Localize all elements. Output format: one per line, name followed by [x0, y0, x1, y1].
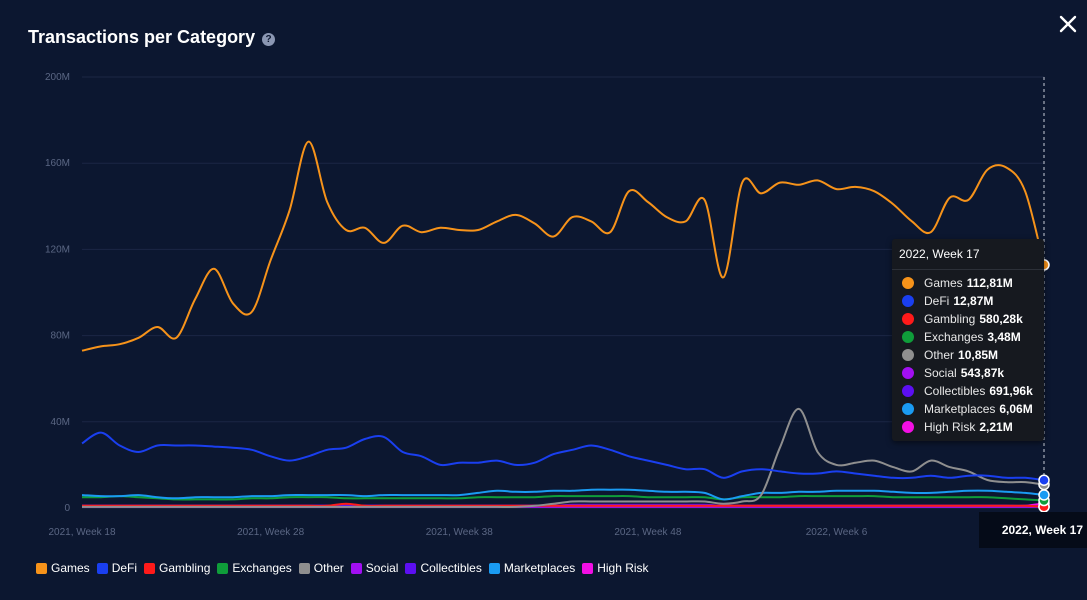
legend-item-exchanges[interactable]: Exchanges: [217, 561, 292, 575]
tooltip-row: High Risk 2,21M: [902, 418, 1013, 436]
legend-label: DeFi: [111, 561, 138, 575]
legend-swatch: [298, 562, 310, 574]
series-line-gambling[interactable]: [82, 502, 1045, 508]
legend-label: High Risk: [597, 561, 649, 575]
legend-swatch: [217, 562, 229, 574]
close-icon[interactable]: [1056, 12, 1080, 36]
legend-label: Gambling: [159, 561, 211, 575]
tooltip-series-value: 10,85M: [958, 348, 999, 362]
tooltip-series-name: Gambling: [924, 312, 976, 326]
legend-swatch: [144, 562, 156, 574]
x-axis-hover-label: 2022, Week 17: [979, 512, 1087, 548]
tooltip-row: DeFi 12,87M: [902, 292, 993, 310]
x-tick-label: 2021, Week 38: [426, 527, 494, 538]
tooltip-series-value: 12,87M: [953, 294, 994, 308]
tooltip-series-name: Marketplaces: [924, 402, 996, 416]
tooltip-dot: [902, 295, 914, 307]
legend-swatch: [36, 562, 47, 574]
tooltip-series-value: 2,21M: [979, 420, 1013, 434]
tooltip-series-value: 543,87k: [960, 366, 1005, 380]
x-tick-label: 2022, Week 6: [806, 527, 868, 538]
x-tick-label: 2021, Week 28: [237, 527, 305, 538]
tooltip: 2022, Week 17 Games 112,81M DeFi 12,87M Gamb…: [892, 239, 1044, 441]
series-line-defi[interactable]: [81, 431, 1045, 482]
legend-swatch: [405, 562, 417, 574]
tooltip-header: 2022, Week 17: [892, 239, 1044, 270]
tooltip-series-value: 580,28k: [979, 312, 1023, 326]
tooltip-series-value: 3,48M: [987, 330, 1021, 344]
tooltip-series-name: Exchanges: [924, 330, 984, 344]
legend-item-high-risk[interactable]: High Risk: [582, 561, 649, 575]
hover-markers: [1038, 259, 1050, 513]
question-circle-icon[interactable]: ?: [262, 32, 276, 46]
tooltip-series-name: High Risk: [924, 420, 976, 434]
series-line-games[interactable]: [81, 140, 1045, 352]
tooltip-series-name: Games: [924, 276, 963, 290]
tooltip-series-name: Other: [924, 348, 955, 362]
tooltip-row: Gambling 580,28k: [902, 310, 1023, 328]
tooltip-row: Exchanges 3,48M: [902, 328, 1021, 346]
legend-item-games[interactable]: Games: [36, 561, 90, 575]
tooltip-dot: [902, 421, 914, 433]
legend-label: Exchanges: [232, 561, 292, 575]
tooltip-row: Collectibles 691,96k: [902, 382, 1033, 400]
y-tick-label: 200M: [45, 72, 70, 83]
legend-item-other[interactable]: Other: [298, 561, 344, 575]
grid: [82, 76, 1044, 509]
legend-label: Games: [51, 561, 90, 575]
tooltip-series-value: 112,81M: [966, 276, 1013, 290]
y-tick-label: 40M: [51, 417, 70, 428]
tooltip-series-value: 691,96k: [989, 384, 1033, 398]
x-tick-label: 2021, Week 18: [48, 527, 116, 538]
y-tick-label: 80M: [51, 331, 70, 342]
legend-item-marketplaces[interactable]: Marketplaces: [488, 561, 576, 575]
legend-item-defi[interactable]: DeFi: [96, 561, 138, 575]
hover-marker-defi: [1038, 474, 1050, 486]
tooltip-dot: [902, 403, 914, 415]
chart-title-row: Transactions per Category ?: [28, 27, 276, 48]
legend-item-gambling[interactable]: Gambling: [144, 561, 210, 575]
tooltip-dot: [902, 313, 914, 325]
legend-label: Social: [365, 561, 399, 575]
legend-item-collectibles[interactable]: Collectibles: [405, 561, 482, 575]
tooltip-dot: [902, 385, 914, 397]
y-tick-label: 160M: [45, 158, 70, 169]
tooltip-row: Other 10,85M: [902, 346, 998, 364]
series-line-exchanges[interactable]: [81, 495, 1045, 502]
y-tick-label: 120M: [45, 244, 70, 255]
chart-title: Transactions per Category: [28, 27, 256, 47]
legend: Games DeFi Gambling Exchanges Other Social Col…: [36, 561, 656, 575]
tooltip-series-name: Social: [924, 366, 957, 380]
legend-swatch: [350, 562, 362, 574]
x-tick-label: 2021, Week 48: [614, 527, 682, 538]
legend-swatch: [582, 562, 594, 574]
tooltip-dot: [902, 331, 914, 343]
tooltip-series-value: 6,06M: [999, 402, 1033, 416]
y-tick-label: 0: [64, 503, 70, 514]
tooltip-dot: [902, 277, 914, 289]
tooltip-dot: [902, 367, 914, 379]
tooltip-series-name: Collectibles: [924, 384, 986, 398]
y-axis-labels: 0 40M 80M 120M 160M 200M: [45, 72, 70, 514]
tooltip-series-name: DeFi: [924, 294, 950, 308]
legend-label: Other: [313, 561, 344, 575]
tooltip-dot: [902, 349, 914, 361]
legend-swatch: [488, 562, 500, 574]
hover-marker-marketplaces: [1038, 489, 1050, 501]
x-axis-labels: 2021, Week 18 2021, Week 28 2021, Week 38 2…: [48, 527, 867, 538]
legend-label: Marketplaces: [503, 561, 576, 575]
legend-label: Collectibles: [420, 561, 482, 575]
tooltip-row: Social 543,87k: [902, 364, 1004, 382]
tooltip-row: Marketplaces 6,06M: [902, 400, 1033, 418]
legend-item-social[interactable]: Social: [350, 561, 399, 575]
series-lines: [81, 140, 1045, 508]
series-line-marketplaces[interactable]: [81, 488, 1045, 501]
series-line-other[interactable]: [81, 407, 1045, 508]
tooltip-row: Games 112,81M: [902, 274, 1013, 292]
legend-swatch: [96, 562, 108, 574]
